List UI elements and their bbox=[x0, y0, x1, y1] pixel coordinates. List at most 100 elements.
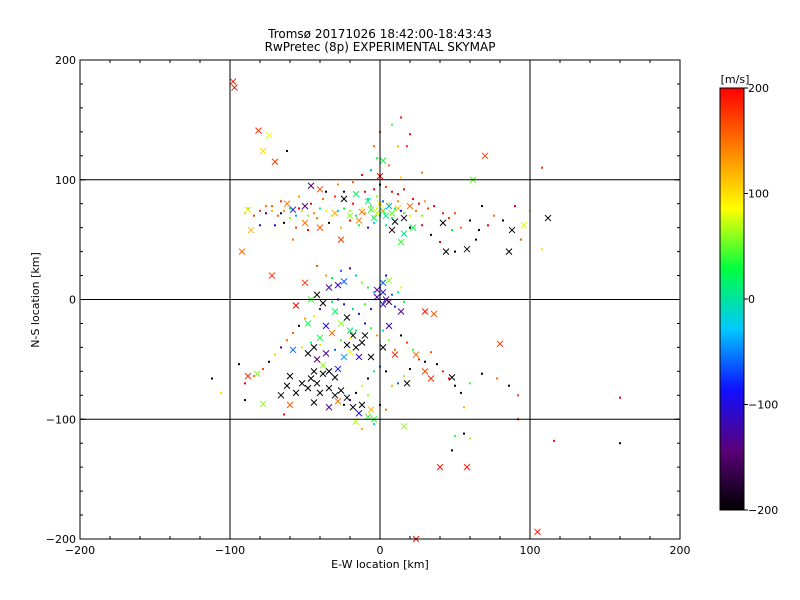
data-point-dot bbox=[355, 274, 357, 277]
data-point-dot bbox=[418, 358, 420, 361]
data-point-dot bbox=[316, 264, 318, 267]
data-point-dot bbox=[271, 205, 273, 208]
data-point-dot bbox=[406, 145, 408, 148]
data-point-dot bbox=[400, 116, 402, 119]
data-point-dot bbox=[541, 248, 543, 251]
data-point-dot bbox=[271, 209, 273, 212]
data-point-dot bbox=[280, 212, 282, 215]
data-point-dot bbox=[391, 293, 393, 296]
data-point-cross bbox=[340, 195, 348, 203]
data-point-dot bbox=[328, 221, 330, 224]
data-point-dot bbox=[478, 229, 480, 232]
data-point-cross bbox=[286, 372, 294, 380]
data-point-dot bbox=[385, 408, 387, 411]
data-point-cross bbox=[334, 397, 342, 405]
data-point-cross bbox=[304, 350, 312, 357]
data-point-dot bbox=[448, 377, 450, 380]
data-point-dot bbox=[283, 209, 285, 212]
data-point-dot bbox=[391, 217, 393, 220]
data-point-dot bbox=[493, 214, 495, 217]
data-point-cross bbox=[364, 197, 372, 205]
data-point-dot bbox=[415, 209, 417, 212]
data-point-dot bbox=[403, 375, 405, 378]
data-point-dot bbox=[265, 205, 267, 208]
data-point-cross bbox=[331, 373, 339, 381]
data-point-cross bbox=[442, 248, 450, 255]
data-point-dot bbox=[463, 432, 465, 435]
data-point-cross bbox=[328, 329, 336, 337]
data-point-dot bbox=[313, 315, 315, 318]
data-point-dot bbox=[325, 274, 327, 277]
data-point-dot bbox=[391, 190, 393, 193]
data-point-dot bbox=[367, 286, 369, 289]
data-point-dot bbox=[400, 176, 402, 179]
data-point-cross bbox=[343, 341, 351, 349]
data-point-cross bbox=[370, 214, 378, 222]
data-point-dot bbox=[301, 346, 303, 349]
data-point-cross bbox=[355, 217, 363, 224]
data-point-cross bbox=[319, 362, 327, 369]
data-point-cross bbox=[301, 202, 309, 210]
data-point-dot bbox=[361, 207, 363, 210]
data-point-cross bbox=[397, 308, 405, 315]
data-point-dot bbox=[397, 193, 399, 196]
data-point-dot bbox=[397, 200, 399, 203]
data-point-cross bbox=[346, 348, 354, 356]
data-point-dot bbox=[421, 171, 423, 174]
data-point-dot bbox=[340, 339, 342, 342]
data-point-dot bbox=[319, 308, 321, 311]
data-point-cross bbox=[231, 84, 238, 91]
data-point-cross bbox=[319, 370, 327, 378]
data-point-cross bbox=[382, 212, 390, 220]
data-point-dot bbox=[352, 202, 354, 205]
data-point-dot bbox=[451, 449, 453, 452]
data-point-cross bbox=[313, 379, 321, 387]
data-point-dot bbox=[385, 185, 387, 188]
data-point-cross bbox=[385, 322, 393, 330]
data-point-cross bbox=[388, 226, 396, 234]
data-point-cross bbox=[334, 281, 342, 289]
data-point-dot bbox=[244, 212, 246, 215]
data-point-dot bbox=[454, 384, 456, 387]
data-point-cross bbox=[385, 276, 393, 284]
data-point-dot bbox=[367, 394, 369, 397]
data-point-dot bbox=[370, 205, 372, 208]
data-point-dot bbox=[259, 209, 261, 212]
data-point-cross bbox=[463, 245, 471, 253]
scatter-points bbox=[211, 78, 621, 543]
data-point-dot bbox=[274, 353, 276, 356]
x-axis-label: E-W location [km] bbox=[331, 558, 429, 571]
data-point-cross bbox=[379, 300, 387, 308]
data-point-dot bbox=[253, 214, 255, 217]
data-point-dot bbox=[313, 212, 315, 215]
data-point-cross bbox=[379, 279, 387, 287]
data-point-dot bbox=[406, 341, 408, 344]
data-point-dot bbox=[448, 217, 450, 220]
data-point-cross bbox=[355, 353, 363, 361]
grid-lines bbox=[80, 60, 680, 539]
data-point-dot bbox=[463, 406, 465, 409]
data-point-dot bbox=[469, 437, 471, 440]
data-point-cross bbox=[331, 391, 339, 399]
data-point-dot bbox=[331, 300, 333, 303]
data-point-dot bbox=[394, 305, 396, 308]
data-point-cross bbox=[340, 353, 348, 361]
colorbar-label: [m/s] bbox=[721, 73, 750, 86]
data-point-dot bbox=[373, 188, 375, 191]
y-tick-label: 100 bbox=[55, 174, 76, 187]
data-point-dot bbox=[343, 190, 345, 193]
data-point-cross bbox=[391, 218, 399, 226]
data-point-cross bbox=[268, 272, 276, 279]
y-tick-label: 200 bbox=[55, 54, 76, 67]
data-point-dot bbox=[409, 133, 411, 136]
data-point-dot bbox=[367, 226, 369, 229]
data-point-dot bbox=[385, 370, 387, 373]
data-point-dot bbox=[286, 339, 288, 342]
data-point-cross bbox=[349, 403, 357, 411]
data-point-cross bbox=[439, 219, 447, 227]
chart-title: Tromsø 20171026 18:42:00-18:43:43 bbox=[267, 27, 492, 41]
data-point-dot bbox=[373, 221, 375, 224]
data-point-dot bbox=[373, 145, 375, 148]
data-point-dot bbox=[319, 344, 321, 347]
data-point-cross bbox=[391, 351, 399, 358]
